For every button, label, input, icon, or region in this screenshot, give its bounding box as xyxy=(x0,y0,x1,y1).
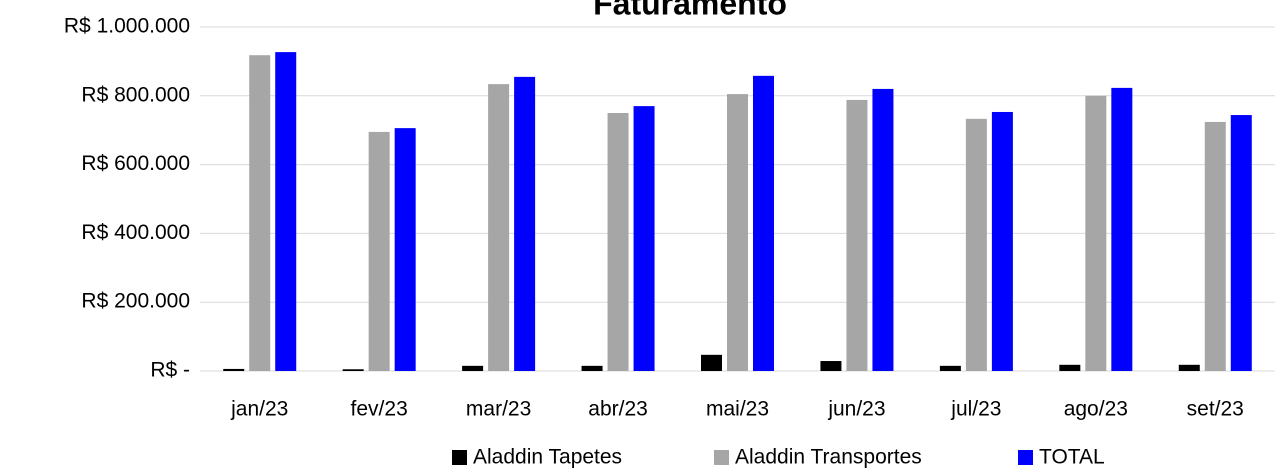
bar xyxy=(872,88,894,372)
x-tick-label: jan/23 xyxy=(230,398,288,421)
bar xyxy=(223,368,245,371)
bar xyxy=(991,111,1013,371)
legend-label: Aladdin Transportes xyxy=(735,446,922,469)
y-tick-label: R$ 600.000 xyxy=(81,152,190,175)
x-tick-label: abr/23 xyxy=(588,398,648,421)
bar xyxy=(727,94,748,371)
bar xyxy=(1204,121,1226,371)
y-tick-label: R$ 200.000 xyxy=(81,290,190,313)
y-tick-label: R$ 1.000.000 xyxy=(64,15,190,38)
bar xyxy=(394,128,416,371)
bar xyxy=(633,106,655,372)
y-tick-label: R$ 400.000 xyxy=(81,221,190,244)
legend-swatch xyxy=(452,450,467,465)
bar xyxy=(514,76,536,371)
x-tick-label: jul/23 xyxy=(950,398,1001,421)
x-tick-label: ago/23 xyxy=(1064,398,1128,421)
bar xyxy=(753,75,774,372)
bar xyxy=(1059,364,1081,371)
y-tick-label: R$ 800.000 xyxy=(81,83,190,106)
bar xyxy=(965,118,987,372)
legend-swatch xyxy=(1018,450,1033,465)
bar xyxy=(1085,95,1107,372)
bar xyxy=(462,365,484,371)
bar xyxy=(581,365,603,371)
bar xyxy=(342,369,364,371)
bar xyxy=(607,113,629,371)
x-tick-label: mar/23 xyxy=(466,398,531,421)
bar xyxy=(1178,364,1200,371)
legend-label: TOTAL xyxy=(1039,446,1105,469)
x-tick-label: jun/23 xyxy=(827,398,885,421)
bar xyxy=(939,365,961,371)
bar xyxy=(846,99,868,371)
bar xyxy=(1111,87,1133,371)
bar xyxy=(275,52,297,371)
bar xyxy=(820,361,842,371)
x-tick-label: fev/23 xyxy=(351,398,408,421)
legend-swatch xyxy=(714,450,729,465)
x-tick-label: mai/23 xyxy=(706,398,769,421)
y-tick-label: R$ - xyxy=(150,359,190,382)
bar xyxy=(249,55,271,371)
bar xyxy=(701,354,722,371)
bar xyxy=(1230,115,1252,372)
bar xyxy=(368,131,390,371)
chart-title: Faturamento xyxy=(593,0,787,21)
x-tick-label: set/23 xyxy=(1187,398,1244,421)
bar xyxy=(488,84,510,371)
legend-label: Aladdin Tapetes xyxy=(473,446,622,469)
